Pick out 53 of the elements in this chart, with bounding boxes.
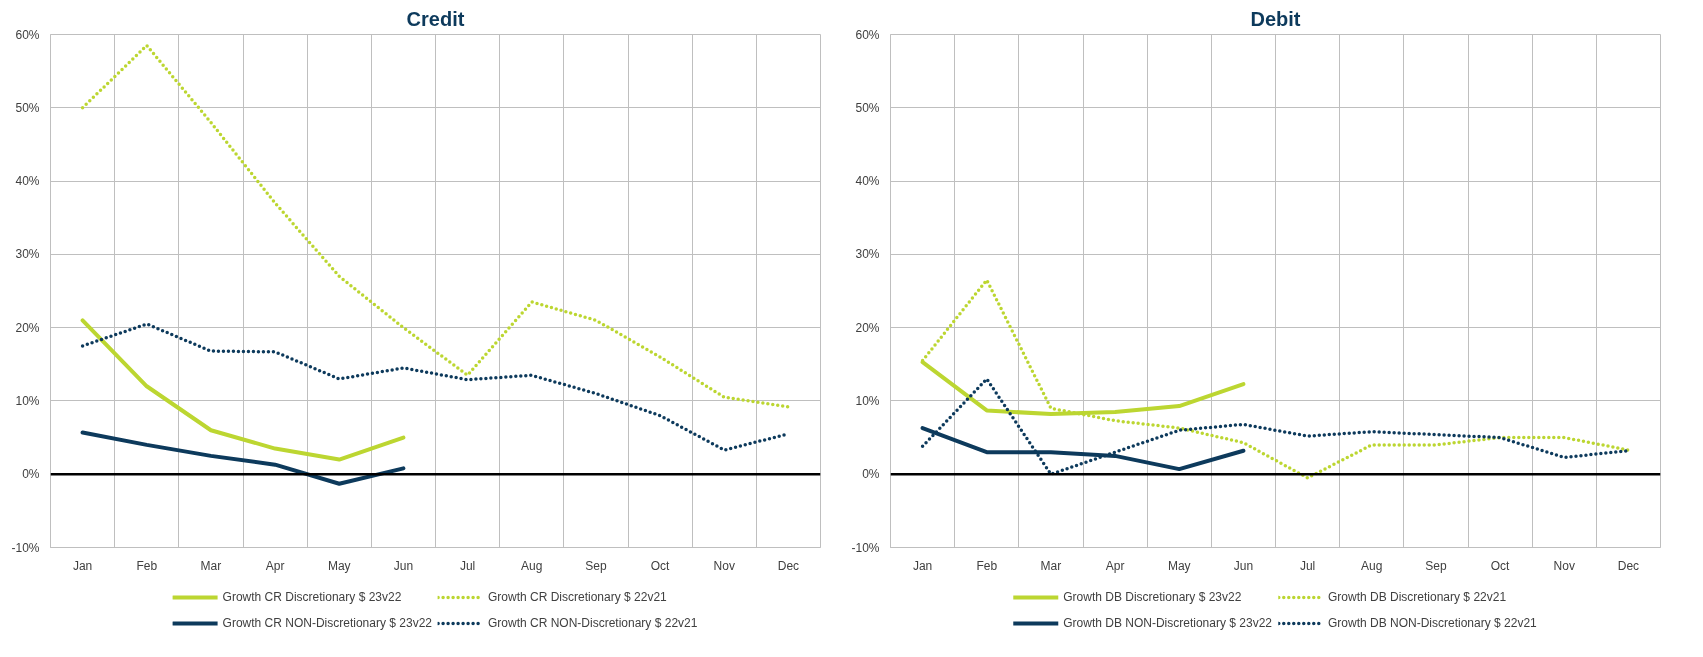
y-tick-label: 60%: [15, 27, 40, 42]
line-series: [80, 318, 406, 462]
x-tick-label: Feb: [136, 558, 158, 573]
legend-label: Growth DB Discretionary $ 22v21: [1328, 590, 1507, 604]
x-tick-label: Jun: [393, 558, 414, 573]
chart-title: Debit: [1250, 7, 1301, 30]
x-tick-label: Apr: [265, 558, 285, 573]
y-tick-label: 50%: [855, 100, 880, 115]
y-tick-label: 30%: [855, 247, 880, 262]
chart-title: Credit: [406, 7, 465, 30]
x-tick-label: Apr: [1105, 558, 1125, 573]
legend-label: Growth DB NON-Discretionary $ 22v21: [1328, 616, 1537, 630]
x-tick-label: Sep: [1425, 558, 1447, 573]
legend-label: Growth DB NON-Discretionary $ 23v22: [1063, 616, 1272, 630]
x-tick-label: Nov: [713, 558, 735, 573]
legend-label: Growth CR Discretionary $ 23v22: [222, 590, 402, 604]
y-tick-label: 50%: [15, 100, 40, 115]
y-tick-label: 30%: [15, 247, 40, 262]
x-tick-label: May: [327, 558, 351, 573]
y-tick-label: -10%: [851, 540, 880, 555]
x-tick-label: Dec: [1617, 558, 1640, 573]
x-tick-label: Jan: [72, 558, 93, 573]
y-tick-label: 10%: [15, 393, 40, 408]
legend-label: Growth CR Discretionary $ 22v21: [488, 590, 667, 604]
x-tick-label: Oct: [1490, 558, 1511, 573]
x-tick-label: Nov: [1553, 558, 1575, 573]
y-tick-label: 0%: [862, 467, 880, 482]
legend-label: Growth CR NON-Discretionary $ 23v22: [222, 616, 432, 630]
x-tick-label: Aug: [521, 558, 543, 573]
x-tick-label: May: [1167, 558, 1191, 573]
x-tick-label: Feb: [976, 558, 998, 573]
y-tick-label: 10%: [855, 393, 880, 408]
x-tick-label: Jul: [459, 558, 476, 573]
y-tick-label: 0%: [22, 467, 40, 482]
y-tick-label: -10%: [11, 540, 40, 555]
y-tick-label: 20%: [15, 320, 40, 335]
x-tick-label: Mar: [200, 558, 222, 573]
line-series: [80, 43, 791, 409]
y-tick-label: 40%: [855, 174, 880, 189]
x-tick-label: Jun: [1233, 558, 1254, 573]
y-tick-label: 40%: [15, 174, 40, 189]
x-tick-label: Aug: [1361, 558, 1383, 573]
legend-label: Growth DB Discretionary $ 23v22: [1063, 590, 1242, 604]
x-tick-label: Sep: [585, 558, 607, 573]
x-tick-label: Mar: [1040, 558, 1062, 573]
x-tick-label: Jan: [912, 558, 933, 573]
x-tick-label: Dec: [777, 558, 800, 573]
y-tick-label: 20%: [855, 320, 880, 335]
legend-label: Growth CR NON-Discretionary $ 22v21: [488, 616, 698, 630]
line-series: [80, 430, 406, 486]
x-tick-label: Jul: [1299, 558, 1316, 573]
x-tick-label: Oct: [650, 558, 671, 573]
y-tick-label: 60%: [855, 27, 880, 42]
